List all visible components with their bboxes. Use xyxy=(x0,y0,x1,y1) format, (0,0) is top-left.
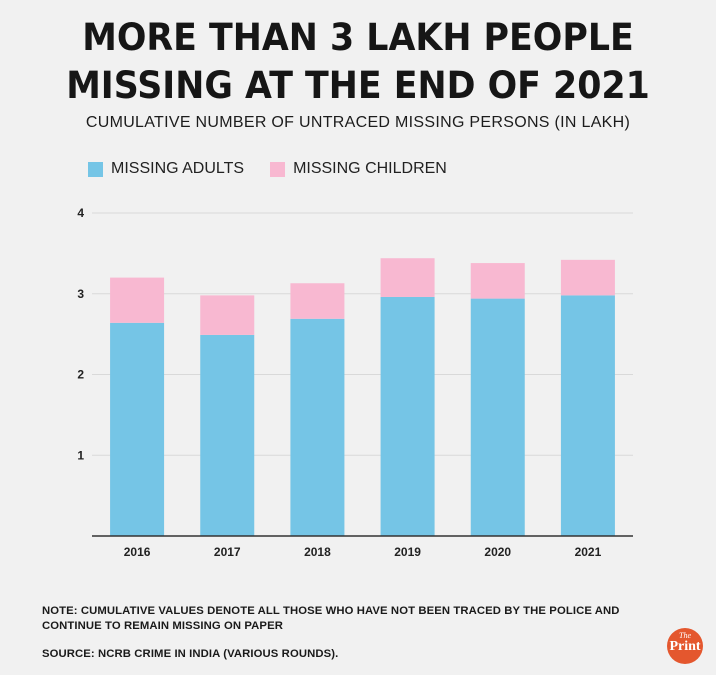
title-line-1: MORE THAN 3 LAKH PEOPLE xyxy=(82,16,634,59)
legend-item-adults: MISSING ADULTS xyxy=(88,160,244,178)
y-tick-label: 1 xyxy=(77,448,84,462)
bar-segment-children xyxy=(110,277,165,323)
bar-segment-children xyxy=(290,283,345,319)
logo-the-text: The xyxy=(679,631,691,640)
x-tick-label: 2019 xyxy=(394,545,421,559)
x-tick-label: 2021 xyxy=(575,545,602,559)
y-tick-label: 4 xyxy=(77,206,84,220)
bar-segment-children xyxy=(560,259,615,296)
bar-segment-adults xyxy=(470,298,525,536)
legend-swatch-children xyxy=(270,161,286,177)
bar-segment-children xyxy=(380,258,435,297)
legend-item-children: MISSING CHILDREN xyxy=(270,160,447,178)
bar-segment-adults xyxy=(290,318,345,536)
y-tick-label: 2 xyxy=(77,368,84,382)
logo-print-text: Print xyxy=(669,639,701,654)
bar-segment-children xyxy=(200,295,255,335)
chart-title: MORE THAN 3 LAKH PEOPLE MISSING AT THE E… xyxy=(21,14,694,110)
source-note: SOURCE: NCRB CRIME IN INDIA (VARIOUS ROU… xyxy=(42,648,339,660)
x-tick-label: 2016 xyxy=(124,545,151,559)
x-tick-label: 2020 xyxy=(484,545,511,559)
y-tick-label: 3 xyxy=(77,287,84,301)
legend-swatch-adults xyxy=(88,161,103,177)
legend-label-adults: MISSING ADULTS xyxy=(111,160,245,177)
legend: MISSING ADULTS MISSING CHILDREN xyxy=(88,160,473,178)
x-tick-label: 2017 xyxy=(214,545,241,559)
x-tick-label: 2018 xyxy=(304,545,331,559)
footnote: NOTE: CUMULATIVE VALUES DENOTE ALL THOSE… xyxy=(42,605,620,632)
chart-subtitle: CUMULATIVE NUMBER OF UNTRACED MISSING PE… xyxy=(85,114,631,131)
title-line-2: MISSING AT THE END OF 2021 xyxy=(66,64,650,107)
theprint-logo: The Print xyxy=(667,628,703,664)
bar-segment-adults xyxy=(200,334,255,536)
bar-segment-adults xyxy=(560,295,615,536)
bar-segment-adults xyxy=(380,296,435,536)
legend-label-children: MISSING CHILDREN xyxy=(293,160,447,177)
bar-segment-children xyxy=(470,263,525,299)
bar-segment-adults xyxy=(110,322,165,536)
